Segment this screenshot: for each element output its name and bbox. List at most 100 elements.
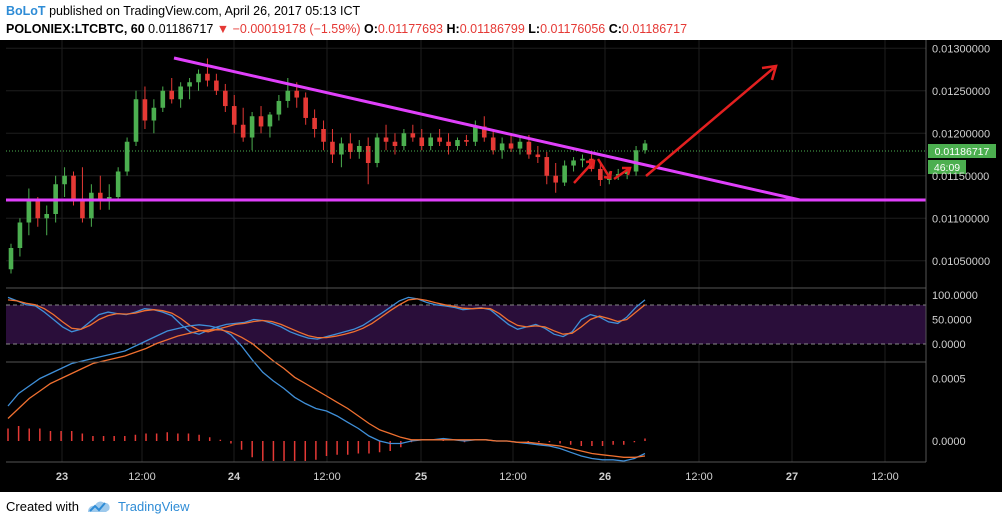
macd-histogram: [7, 426, 646, 461]
candle-body: [178, 86, 183, 100]
stochastic-pane[interactable]: [6, 296, 926, 345]
price-tick-label: 0.01300000: [932, 43, 990, 55]
candle-body: [339, 143, 344, 155]
publish-line: BoLoT published on TradingView.com, Apri…: [6, 4, 360, 18]
tradingview-brand-link[interactable]: TradingView: [118, 499, 190, 514]
stoch-level-label: 100.0000: [932, 290, 978, 302]
candle-body: [312, 117, 317, 129]
candle-body: [562, 165, 567, 183]
author-link[interactable]: BoLoT: [6, 4, 46, 18]
candle-body: [446, 141, 451, 146]
time-tick-label: 12:00: [499, 471, 527, 483]
candle-body: [187, 82, 192, 87]
descending-trendline[interactable]: [173, 56, 801, 202]
candle-body: [544, 157, 550, 176]
candle-body: [392, 141, 398, 146]
low-value: 0.01176056: [540, 22, 606, 36]
close-value: 0.01186717: [621, 22, 688, 36]
candle-body: [464, 140, 469, 142]
candle-body: [71, 175, 76, 202]
candle-body: [535, 154, 541, 158]
candle-body: [17, 222, 23, 248]
candle-body: [285, 90, 291, 101]
time-tick-label: 12:00: [685, 471, 713, 483]
small-arrow-2-head: [603, 170, 613, 180]
tradingview-logo-icon[interactable]: [86, 498, 112, 521]
candle-body: [642, 143, 648, 151]
candle-body: [330, 141, 335, 155]
candle-body: [348, 143, 353, 152]
candle-body: [633, 150, 639, 172]
candle-body: [481, 126, 487, 138]
high-label: H:: [446, 22, 460, 36]
candle-body: [473, 126, 478, 142]
candle-body: [267, 114, 273, 127]
candle-body: [115, 171, 121, 197]
stoch-level-label: 0.0000: [932, 339, 966, 351]
small-arrow-2: [596, 158, 612, 179]
candle-body: [437, 137, 442, 142]
footer: Created with TradingView: [0, 492, 1002, 524]
macd-signal-line: [7, 329, 646, 458]
candle-body: [553, 175, 559, 183]
candle-body: [214, 80, 219, 91]
candle-body: [356, 146, 362, 152]
candle-body: [8, 248, 14, 270]
candle-body: [303, 97, 308, 118]
candle-body: [276, 100, 282, 115]
time-tick-label: 26: [599, 471, 611, 483]
candle-body: [571, 160, 576, 166]
candle-body: [97, 192, 103, 202]
candle-body: [365, 146, 371, 163]
price-tick-label: 0.01250000: [932, 86, 990, 98]
stoch-level-label: 50.0000: [932, 315, 972, 327]
small-arrow-3-head: [622, 166, 632, 176]
macd-pane[interactable]: [7, 324, 646, 462]
candle-body: [294, 90, 300, 98]
candle-body: [124, 141, 130, 172]
candle-countdown: 46:09: [934, 162, 960, 174]
candle-body: [490, 137, 496, 151]
candle-body: [258, 116, 264, 127]
price-pane[interactable]: [6, 56, 926, 274]
candle-body: [26, 201, 32, 223]
candle-body: [205, 73, 210, 81]
candle-body: [169, 90, 175, 100]
price-tick-label: 0.01050000: [932, 256, 990, 268]
candle-body: [240, 124, 246, 138]
time-tick-label: 24: [228, 471, 241, 483]
candle-body: [223, 90, 228, 107]
created-with-label: Created with: [6, 499, 79, 514]
candle-body: [35, 201, 41, 219]
annotation-arrows[interactable]: [573, 64, 778, 184]
symbol-line: POLONIEX:LTCBTC, 60 0.01186717 ▼ −0.0001…: [6, 22, 687, 36]
candle-body: [80, 201, 85, 219]
candle-body: [624, 171, 630, 175]
candle-body: [598, 168, 603, 180]
candle-body: [231, 106, 237, 125]
candle-body: [410, 133, 416, 138]
macd-line: [7, 324, 646, 462]
price-axis[interactable]: 0.01300000 0.01250000 0.01200000 0.01150000…: [932, 43, 990, 448]
macd-level-label: 0.0005: [932, 374, 966, 386]
chart-background: [0, 40, 1002, 492]
candle-body: [151, 107, 157, 121]
candle-body: [89, 192, 94, 219]
chart-canvas[interactable]: 0.01186717 46:09 0.013000000.012500000.0…: [0, 40, 1002, 492]
publish-info: published on TradingView.com, April 26, …: [49, 4, 361, 18]
breakout-arrow[interactable]: [645, 65, 777, 177]
close-label: C:: [608, 22, 622, 36]
symbol-name[interactable]: POLONIEX:LTCBTC, 60: [6, 22, 145, 36]
time-axis[interactable]: 23 12:00 24 12:00 25 12:00 26 12:00 27 12:00: [56, 471, 899, 483]
price-change: ▼ −0.00019178 (−1.59%): [216, 22, 361, 36]
candle-body: [196, 73, 201, 83]
candle-body: [62, 175, 67, 185]
price-tick-label: 0.01200000: [932, 128, 990, 140]
last-price: 0.01186717: [148, 22, 214, 36]
candle-body: [249, 116, 255, 138]
chart-header: BoLoT published on TradingView.com, Apri…: [0, 0, 1002, 40]
candle-body: [517, 141, 523, 149]
open-label: O:: [363, 22, 378, 36]
candle-body: [526, 141, 532, 155]
candle-body: [499, 143, 505, 151]
